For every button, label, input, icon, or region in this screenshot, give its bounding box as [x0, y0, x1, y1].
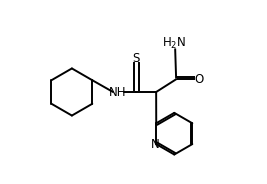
Text: H$_2$N: H$_2$N	[162, 36, 186, 51]
Text: O: O	[195, 73, 204, 86]
Text: N: N	[151, 138, 160, 151]
Text: NH: NH	[109, 86, 127, 98]
Text: S: S	[132, 52, 140, 65]
